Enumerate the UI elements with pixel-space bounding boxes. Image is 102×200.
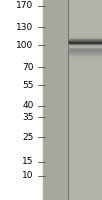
Bar (69, 49, 102, 50)
Bar (69, 41, 102, 42)
Bar (69, 42, 102, 43)
Bar (69, 47, 102, 48)
Bar (69, 35, 102, 36)
Bar (68, 0, 102, 200)
Bar (0, 0, 43, 200)
Bar (69, 53, 102, 54)
Bar (69, 38, 102, 39)
Bar (69, 41, 102, 42)
Bar (69, 41, 102, 42)
Bar (69, 35, 102, 36)
Bar (69, 46, 102, 47)
Text: 100: 100 (16, 40, 34, 49)
Bar (69, 37, 102, 39)
Text: 70: 70 (22, 62, 34, 72)
Bar (69, 46, 102, 47)
Bar (69, 51, 102, 52)
Bar (69, 38, 102, 39)
Bar (69, 45, 102, 46)
Bar (69, 36, 102, 37)
Bar (69, 39, 102, 40)
Bar (69, 55, 102, 56)
Bar (69, 44, 102, 45)
Text: 130: 130 (16, 22, 34, 31)
Bar (69, 45, 102, 46)
Bar (69, 52, 102, 53)
Bar (69, 47, 102, 48)
Bar (69, 54, 102, 55)
Text: 170: 170 (16, 1, 34, 10)
Text: 25: 25 (22, 132, 34, 142)
Text: 10: 10 (22, 171, 34, 180)
Bar (69, 40, 102, 41)
Bar (69, 40, 102, 41)
Bar (69, 43, 102, 44)
Bar (69, 48, 102, 49)
Text: 15: 15 (22, 158, 34, 166)
Bar (69, 43, 102, 44)
Text: 40: 40 (22, 102, 34, 110)
Text: 55: 55 (22, 81, 34, 90)
Bar (69, 42, 102, 43)
Bar (43, 0, 68, 200)
Bar (69, 47, 102, 48)
Bar (69, 50, 102, 51)
Bar (69, 37, 102, 38)
Text: 35: 35 (22, 112, 34, 121)
Bar (69, 44, 102, 45)
Bar (69, 39, 102, 40)
Bar (69, 37, 102, 38)
Bar (69, 44, 102, 45)
Bar (69, 36, 102, 37)
